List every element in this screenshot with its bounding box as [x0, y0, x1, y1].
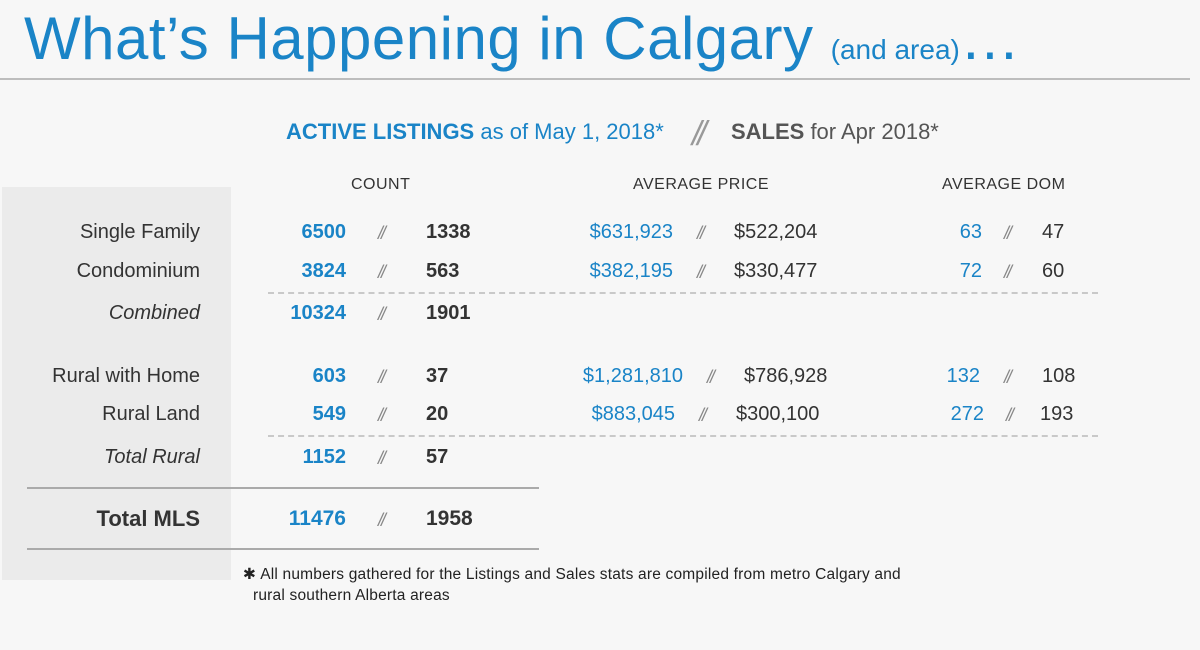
- title-main: What’s Happening in Calgary: [24, 5, 831, 72]
- condominium-sales-price: $330,477: [734, 260, 818, 282]
- footnote: ✱ All numbers gathered for the Listings a…: [243, 564, 1083, 606]
- slash-separator: //: [699, 405, 707, 425]
- slash-separator: //: [697, 262, 705, 282]
- total-mls-sales-count: 1958: [426, 507, 473, 530]
- row-label-total-mls: Total MLS: [96, 506, 200, 531]
- slash-separator: //: [1004, 223, 1012, 243]
- listings-heading: ACTIVE LISTINGS: [286, 119, 475, 144]
- slash-separator: //: [1004, 367, 1012, 387]
- table-headline: ACTIVE LISTINGS as of May 1, 2018* // SA…: [286, 115, 939, 154]
- dashed-divider: [268, 435, 1098, 437]
- rural-land-sales-price: $300,100: [736, 403, 820, 425]
- rural-with-home-sales-price: $786,928: [744, 365, 828, 387]
- slash-separator: //: [378, 510, 386, 530]
- column-header-average-price: AVERAGE PRICE: [633, 176, 770, 193]
- slash-separator: //: [378, 304, 386, 324]
- single-family-listings-price: $631,923: [589, 221, 673, 243]
- row-label-combined: Combined: [108, 302, 200, 324]
- row-label-panel: [2, 187, 231, 580]
- combined-listings-count: 10324: [290, 302, 346, 324]
- slash-separator: //: [697, 223, 705, 243]
- total-divider-top: [27, 487, 539, 489]
- total-rural-listings-count: 1152: [302, 446, 346, 468]
- condominium-listings-price: $382,195: [589, 260, 673, 282]
- row-label-single-family: Single Family: [79, 221, 200, 243]
- headline-separator: //: [691, 115, 707, 153]
- total-mls-listings-count: 11476: [288, 507, 346, 530]
- row-label-rural-with-home: Rural with Home: [52, 365, 200, 387]
- rural-with-home-listings-count: 603: [312, 365, 346, 387]
- rural-with-home-sales-count: 37: [426, 365, 449, 387]
- slash-separator: //: [1004, 262, 1012, 282]
- column-header-count: COUNT: [351, 176, 411, 193]
- footnote-line-2: rural southern Alberta areas: [253, 587, 450, 604]
- single-family-listings-count: 6500: [301, 221, 347, 243]
- single-family-listings-dom: 63: [959, 221, 982, 243]
- sales-heading: SALES: [730, 119, 805, 144]
- dashed-divider: [268, 292, 1098, 294]
- single-family-sales-dom: 47: [1042, 221, 1065, 243]
- rural-land-sales-count: 20: [426, 403, 449, 425]
- rural-land-listings-price: $883,045: [591, 403, 675, 425]
- row-label-total-rural: Total Rural: [104, 446, 200, 468]
- condominium-sales-dom: 60: [1042, 260, 1065, 282]
- row-label-condominium: Condominium: [76, 260, 200, 282]
- total-divider-bottom: [27, 548, 539, 550]
- rural-with-home-sales-dom: 108: [1042, 365, 1076, 387]
- slash-separator: //: [378, 405, 386, 425]
- slash-separator: //: [707, 367, 715, 387]
- condominium-listings-dom: 72: [959, 260, 982, 282]
- rural-with-home-listings-dom: 132: [946, 365, 980, 387]
- total-rural-sales-count: 57: [426, 446, 449, 468]
- slash-separator: //: [378, 223, 386, 243]
- slash-separator: //: [378, 262, 386, 282]
- title-ellipsis: …: [959, 5, 1021, 72]
- row-label-rural-land: Rural Land: [102, 403, 200, 425]
- combined-sales-count: 1901: [426, 302, 471, 324]
- listings-subheading: as of May 1, 2018*: [474, 119, 664, 144]
- footnote-line-1: All numbers gathered for the Listings an…: [260, 566, 901, 583]
- rural-with-home-listings-price: $1,281,810: [582, 365, 683, 387]
- title-sub: (and area): [830, 34, 960, 65]
- footnote-asterisk-icon: ✱: [243, 566, 257, 583]
- condominium-listings-count: 3824: [301, 260, 347, 282]
- single-family-sales-price: $522,204: [734, 221, 818, 243]
- rural-land-listings-count: 549: [312, 403, 346, 425]
- condominium-sales-count: 563: [426, 260, 460, 282]
- single-family-sales-count: 1338: [426, 221, 471, 243]
- title-divider: [0, 78, 1190, 80]
- slash-separator: //: [1006, 405, 1014, 425]
- rural-land-sales-dom: 193: [1040, 403, 1074, 425]
- page-title: What’s Happening in Calgary (and area)…: [24, 4, 1020, 85]
- slash-separator: //: [378, 448, 386, 468]
- sales-subheading: for Apr 2018*: [804, 119, 939, 144]
- rural-land-listings-dom: 272: [950, 403, 984, 425]
- column-header-average-dom: AVERAGE DOM: [942, 176, 1066, 193]
- slash-separator: //: [378, 367, 386, 387]
